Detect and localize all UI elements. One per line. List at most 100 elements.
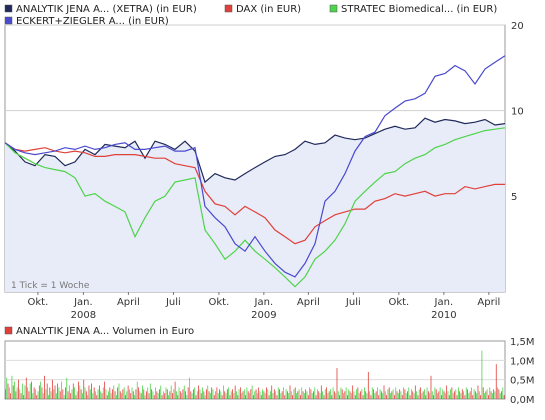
volume-bar bbox=[502, 387, 504, 399]
volume-bar bbox=[65, 387, 66, 399]
volume-bar bbox=[228, 387, 230, 399]
volume-bar bbox=[208, 391, 210, 399]
volume-bar bbox=[191, 393, 193, 399]
volume-bar bbox=[62, 389, 64, 399]
volume-bar bbox=[5, 389, 6, 399]
volume-bar bbox=[256, 393, 258, 399]
volume-bar bbox=[249, 393, 250, 399]
volume-bar bbox=[104, 381, 106, 399]
volume-bar bbox=[354, 395, 356, 399]
volume-bar bbox=[465, 387, 467, 399]
volume-bar bbox=[439, 387, 441, 399]
volume-bar bbox=[143, 389, 145, 399]
volume-bar bbox=[397, 393, 399, 399]
volume-bar bbox=[119, 391, 121, 399]
volume-bar bbox=[270, 391, 271, 399]
volume-bar bbox=[331, 395, 333, 399]
volume-bar bbox=[341, 389, 343, 399]
volume-bar bbox=[335, 393, 337, 399]
volume-bar bbox=[273, 389, 275, 399]
volume-bar bbox=[326, 387, 327, 399]
volume-bar bbox=[292, 395, 294, 399]
volume-bar bbox=[285, 389, 287, 399]
volume-bar bbox=[185, 391, 186, 399]
volume-bar bbox=[234, 385, 236, 399]
volume-bar bbox=[456, 395, 458, 399]
volume-bar bbox=[498, 389, 500, 399]
volume-bar bbox=[241, 393, 243, 399]
volume-bar bbox=[451, 387, 453, 399]
volume-bar bbox=[91, 383, 92, 399]
volume-bar bbox=[266, 387, 267, 399]
legend-swatch bbox=[224, 4, 233, 13]
volume-bar bbox=[131, 387, 133, 399]
volume-bar bbox=[323, 395, 325, 399]
volume-bar bbox=[482, 387, 484, 399]
volume-bar bbox=[38, 385, 40, 399]
volume-bar bbox=[367, 371, 369, 399]
volume-bar bbox=[96, 395, 98, 399]
volume-bar bbox=[414, 385, 416, 399]
volume-bar bbox=[390, 393, 391, 399]
y-tick-label: 20 bbox=[511, 21, 524, 32]
volume-bar bbox=[430, 375, 432, 399]
volume-bar bbox=[365, 391, 367, 399]
volume-bar bbox=[12, 385, 14, 399]
volume-bar bbox=[198, 385, 200, 399]
volume-bar bbox=[501, 391, 502, 399]
volume-bar bbox=[258, 387, 260, 399]
volume-bar bbox=[366, 393, 368, 399]
x-tick-year-label: 2008 bbox=[71, 310, 96, 321]
volume-bar bbox=[442, 389, 444, 399]
volume-bar bbox=[474, 391, 476, 399]
volume-bar bbox=[313, 391, 314, 399]
volume-bar bbox=[302, 391, 304, 399]
volume-bar bbox=[307, 395, 309, 399]
volume-bar bbox=[110, 393, 112, 399]
volume-bar bbox=[327, 393, 329, 399]
volume-bar bbox=[109, 387, 111, 399]
volume-bar bbox=[19, 389, 21, 399]
volume-bar bbox=[23, 395, 25, 399]
volume-bar bbox=[305, 389, 307, 399]
volume-bar bbox=[455, 389, 457, 399]
volume-bar bbox=[310, 389, 312, 399]
volume-bar bbox=[89, 389, 91, 399]
volume-bar bbox=[320, 385, 322, 399]
volume-bar bbox=[384, 391, 386, 399]
volume-bar bbox=[452, 393, 454, 399]
volume-bar bbox=[63, 395, 65, 399]
volume-bar bbox=[33, 387, 35, 399]
volume-bar bbox=[44, 375, 45, 399]
volume-bar bbox=[424, 389, 425, 399]
volume-bar bbox=[433, 395, 434, 399]
volume-bar bbox=[345, 387, 347, 399]
volume-bar bbox=[441, 395, 442, 399]
volume-bar bbox=[217, 393, 219, 399]
volume-bar bbox=[388, 387, 390, 399]
x-tick-label: Juli bbox=[165, 297, 181, 308]
volume-bar bbox=[387, 389, 389, 399]
volume-bar bbox=[375, 391, 377, 399]
volume-bar bbox=[361, 389, 363, 399]
volume-bar bbox=[54, 385, 56, 399]
volume-bar bbox=[68, 385, 70, 399]
volume-bar bbox=[194, 387, 196, 399]
volume-bar bbox=[140, 393, 142, 399]
volume-bar bbox=[92, 393, 94, 399]
volume-bar bbox=[468, 393, 470, 399]
volume-bar bbox=[129, 389, 130, 399]
volume-bar bbox=[408, 387, 410, 399]
volume-bar bbox=[418, 389, 420, 399]
volume-bar bbox=[76, 391, 78, 399]
volume-bar bbox=[36, 395, 38, 399]
volume-bar bbox=[70, 393, 72, 399]
volume-bar bbox=[290, 391, 292, 399]
volume-bar bbox=[156, 391, 158, 399]
volume-bar bbox=[472, 395, 474, 399]
volume-bar bbox=[262, 389, 263, 399]
volume-bar bbox=[32, 393, 34, 399]
legend-label: ANALYTIK JENA A... (XETRA) (in EUR) bbox=[16, 4, 197, 15]
volume-bar bbox=[142, 385, 143, 399]
